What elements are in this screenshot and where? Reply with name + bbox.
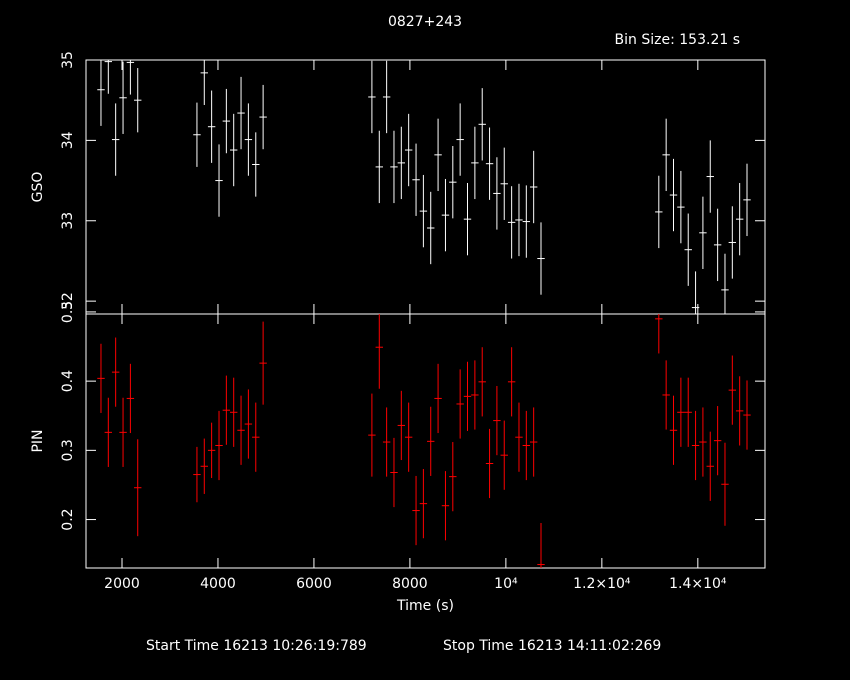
x-axis-label: Time (s)	[396, 598, 454, 614]
x-tick-label: 10⁴	[494, 576, 518, 592]
y-tick-label: 32	[60, 292, 76, 310]
y-axis-label: PIN	[30, 429, 46, 452]
y-tick-label: 35	[60, 51, 76, 69]
plot-frame	[85, 59, 766, 315]
x-tick-label: 4000	[200, 576, 236, 592]
plot-frame	[85, 313, 766, 569]
chart-title: 0827+243	[388, 14, 462, 30]
x-tick-label: 6000	[296, 576, 332, 592]
y-tick-label: 0.5	[60, 301, 76, 323]
x-tick-label: 2000	[104, 576, 140, 592]
x-tick-label: 8000	[392, 576, 428, 592]
y-tick-label: 0.4	[60, 370, 76, 392]
y-axis-label: GSO	[30, 172, 46, 203]
y-tick-label: 33	[60, 212, 76, 230]
bin-size: Bin Size: 153.21 s	[615, 32, 740, 48]
stop-time: Stop Time 16213 14:11:02:269	[443, 638, 661, 654]
y-tick-label: 0.3	[60, 439, 76, 461]
y-tick-label: 34	[60, 131, 76, 149]
y-tick-label: 0.2	[60, 508, 76, 530]
x-tick-label: 1.4×10⁴	[669, 576, 727, 592]
x-tick-label: 1.2×10⁴	[573, 576, 631, 592]
start-time: Start Time 16213 10:26:19:789	[146, 638, 367, 654]
